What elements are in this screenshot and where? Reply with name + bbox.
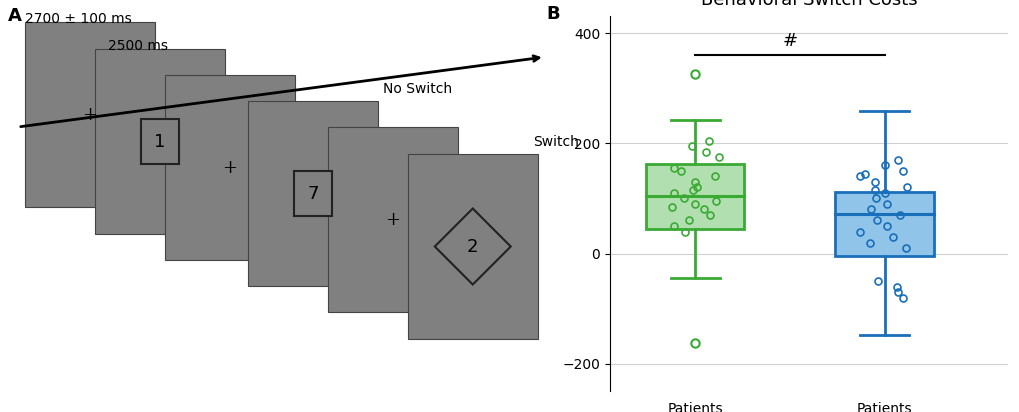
Text: 2: 2 xyxy=(467,237,478,255)
Bar xyxy=(408,154,537,339)
Bar xyxy=(327,127,458,312)
Text: +: + xyxy=(385,211,399,229)
Polygon shape xyxy=(434,208,511,285)
Bar xyxy=(24,22,155,207)
Text: A: A xyxy=(8,7,21,25)
Text: #: # xyxy=(782,32,797,49)
Text: 1: 1 xyxy=(154,133,165,150)
Text: +: + xyxy=(83,105,98,124)
Bar xyxy=(645,164,744,229)
Bar xyxy=(165,75,294,260)
Text: Switch: Switch xyxy=(532,135,578,149)
Bar xyxy=(835,192,933,256)
Bar xyxy=(141,119,178,164)
Bar xyxy=(293,171,331,216)
Text: B: B xyxy=(546,5,559,23)
Text: No Switch: No Switch xyxy=(382,82,451,96)
Bar xyxy=(248,101,377,286)
Title: Behavioral Switch Costs: Behavioral Switch Costs xyxy=(700,0,916,9)
Text: 2700 ± 100 ms: 2700 ± 100 ms xyxy=(24,12,131,26)
Text: 7: 7 xyxy=(307,185,318,203)
Text: 2500 ms: 2500 ms xyxy=(108,39,168,53)
Text: +: + xyxy=(222,159,237,176)
Bar xyxy=(95,49,224,234)
